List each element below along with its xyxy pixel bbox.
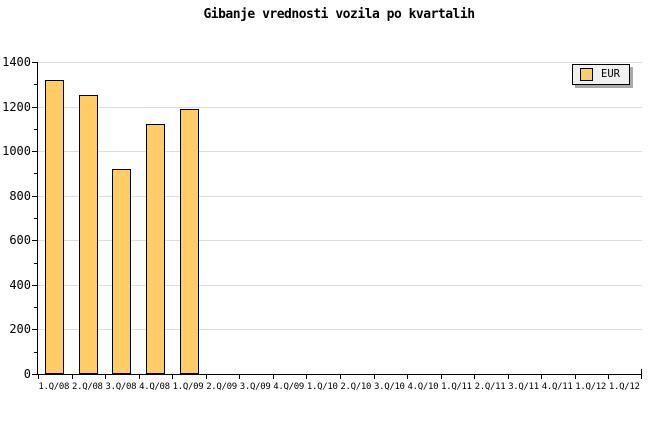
x-axis-label: 4.Q/10: [407, 382, 439, 392]
y-minor-tick: [34, 307, 38, 309]
x-tick: [239, 374, 240, 379]
x-axis-label: 1.Q/11: [441, 382, 472, 392]
y-axis-label: 600: [9, 233, 31, 248]
x-tick: [172, 374, 173, 379]
bar: [112, 169, 131, 374]
x-axis-label: 2.Q/11: [474, 382, 506, 392]
y-axis-label: 1400: [2, 55, 31, 69]
x-axis-right-cap: [641, 369, 642, 374]
legend-label: EUR: [601, 68, 620, 80]
gridline: [38, 151, 642, 153]
y-major-tick: [32, 240, 38, 242]
gridline: [38, 195, 642, 197]
x-axis-label: 2.Q/09: [206, 382, 237, 392]
x-axis-label: 1.Q/12: [608, 382, 640, 392]
y-major-tick: [32, 106, 38, 108]
gridline: [38, 62, 642, 63]
plot-area: [32, 62, 642, 379]
legend-swatch-icon: [580, 68, 593, 81]
x-axis-label: 4.Q/09: [273, 382, 305, 392]
x-tick: [575, 374, 576, 379]
x-axis-label: 3.Q/11: [508, 382, 539, 392]
y-minor-tick: [34, 218, 38, 219]
x-axis-label: 3.Q/10: [373, 382, 405, 392]
x-tick: [273, 374, 274, 379]
x-tick: [641, 374, 642, 379]
y-minor-tick: [34, 262, 38, 264]
y-major-tick: [32, 151, 38, 153]
x-tick: [508, 374, 509, 379]
x-tick: [441, 374, 442, 379]
x-axis-label: 3.Q/08: [105, 382, 137, 392]
x-axis-label: 1.Q/10: [306, 382, 338, 392]
x-axis-label: 1.Q/08: [38, 382, 70, 392]
y-axis-label: 800: [9, 188, 31, 203]
bar: [79, 95, 98, 374]
x-tick: [139, 374, 140, 379]
y-major-tick: [32, 329, 38, 331]
x-tick: [38, 374, 39, 379]
y-minor-tick: [34, 351, 38, 353]
y-minor-tick: [34, 173, 38, 175]
gridline: [38, 106, 642, 108]
legend: EUR: [572, 64, 630, 85]
x-tick: [407, 374, 408, 379]
chart-title: Gibanje vrednosti vozila po kvartalih: [203, 7, 475, 22]
y-major-tick: [32, 374, 38, 375]
bar: [146, 124, 165, 374]
y-axis-label: 200: [9, 322, 31, 337]
gridline: [38, 329, 642, 331]
y-axis-label: 1000: [2, 144, 31, 159]
x-axis-label: 2.Q/08: [71, 382, 103, 392]
x-tick: [206, 374, 207, 379]
y-axis-label: 1200: [2, 99, 31, 114]
y-minor-tick: [34, 128, 38, 130]
x-axis-label: 1.Q/12: [575, 382, 607, 392]
x-tick: [474, 374, 475, 379]
bar: [180, 109, 199, 374]
y-axis-label: 0: [23, 367, 31, 381]
y-major-tick: [32, 284, 38, 286]
y-axis-label: 400: [9, 277, 31, 292]
x-tick: [105, 374, 106, 379]
x-axis-label: 2.Q/10: [340, 382, 372, 392]
x-tick: [608, 374, 609, 379]
x-axis-label: 1.Q/09: [172, 382, 204, 392]
y-minor-tick: [34, 84, 38, 86]
gridline: [38, 284, 642, 286]
x-axis-label: 3.Q/09: [239, 382, 271, 392]
gridline: [38, 240, 642, 242]
x-tick: [340, 374, 341, 379]
x-tick: [374, 374, 375, 379]
x-axis-label: 4.Q/11: [541, 382, 573, 392]
x-axis-label: 4.Q/08: [139, 382, 170, 392]
bar: [45, 80, 64, 374]
x-tick: [306, 374, 307, 379]
y-major-tick: [32, 195, 38, 197]
x-tick: [541, 374, 542, 379]
x-tick: [72, 374, 73, 379]
y-major-tick: [32, 62, 38, 63]
